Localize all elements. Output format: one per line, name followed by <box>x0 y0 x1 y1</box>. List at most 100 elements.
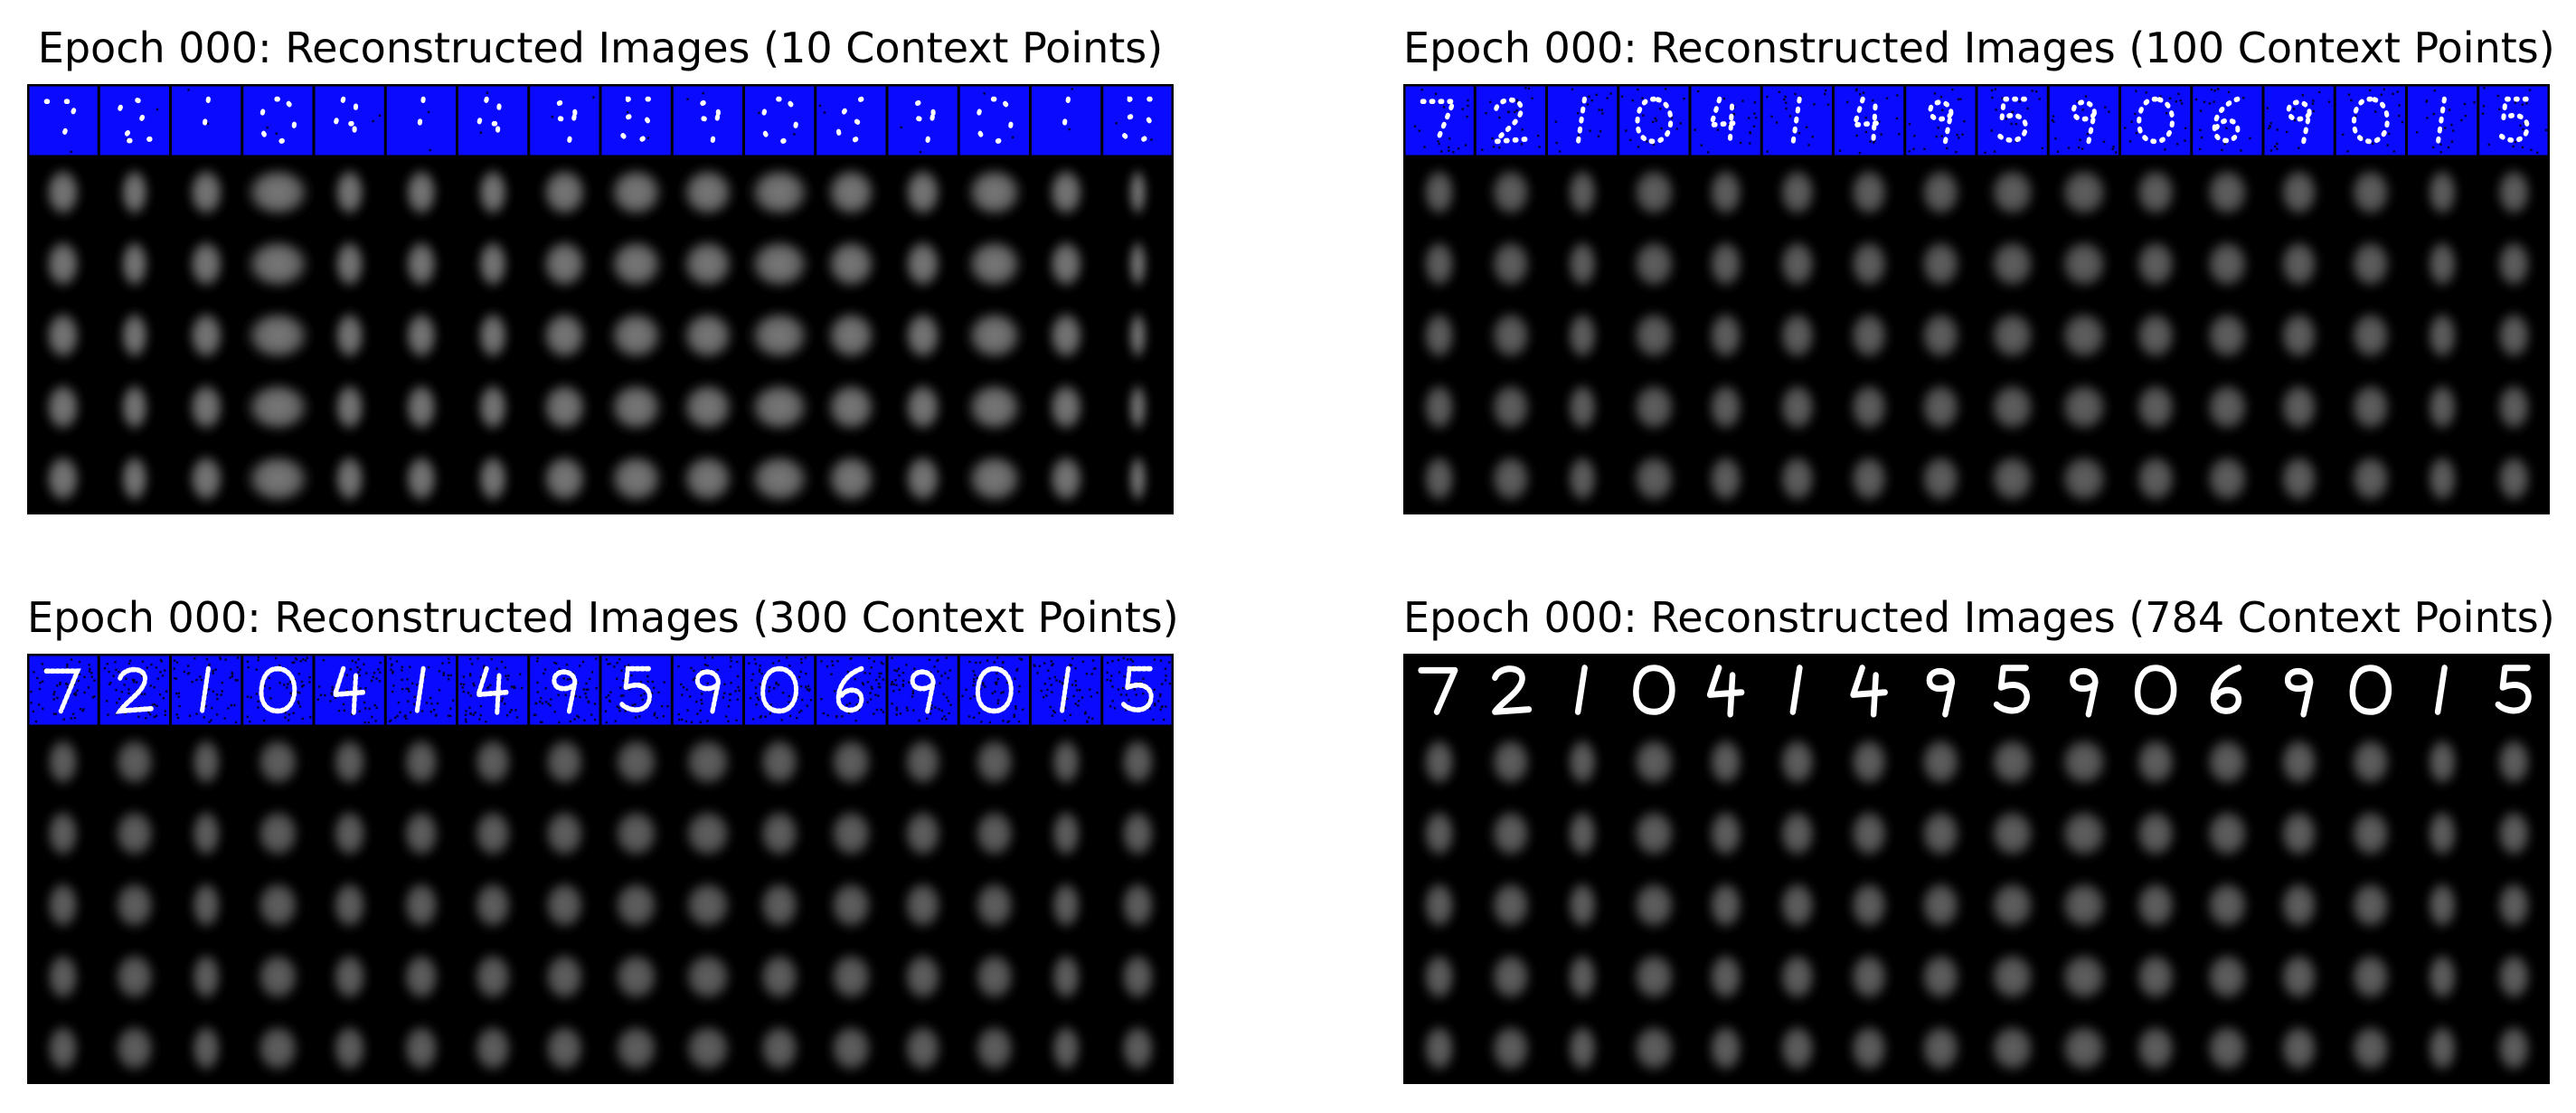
reconstruction-image <box>1117 805 1158 863</box>
reconstruction-image <box>1986 307 2039 364</box>
context-image <box>1833 84 1906 157</box>
reconstruction-image <box>540 948 589 1005</box>
reconstruction-image <box>677 235 738 293</box>
reconstruction-image <box>400 948 443 1005</box>
reconstruction-image <box>1045 449 1087 508</box>
context-image <box>170 84 243 157</box>
reconstruction-image <box>1986 1019 2039 1078</box>
panel-title-300-context: Epoch 000: Reconstructed Images (300 Con… <box>27 593 1179 642</box>
reconstruction-image <box>677 449 738 508</box>
reconstruction-image <box>2056 1019 2112 1078</box>
reconstruction-image <box>677 378 738 436</box>
reconstruction-image <box>2056 876 2112 934</box>
reconstruction-image <box>1916 307 1965 364</box>
context-image <box>457 654 530 727</box>
reconstruction-image <box>1776 876 1819 934</box>
reconstruction-image <box>755 948 804 1005</box>
reconstruction-image <box>252 805 304 863</box>
reconstruction-image <box>475 378 511 436</box>
reconstruction-image <box>1705 948 1747 1005</box>
image-grid-784-context <box>1403 654 2550 1084</box>
reconstruction-image <box>1628 449 1680 508</box>
context-image <box>170 654 243 727</box>
reconstruction-image <box>1916 876 1965 934</box>
reconstruction-image <box>1776 732 1819 791</box>
reconstruction-image <box>538 307 591 364</box>
reconstruction-image <box>1986 235 2039 293</box>
reconstruction-image <box>110 876 159 934</box>
reconstruction-image <box>822 235 881 293</box>
reconstruction-image <box>2131 163 2180 222</box>
reconstruction-image <box>470 948 516 1005</box>
reconstruction-image <box>962 378 1027 436</box>
reconstruction-image <box>2131 948 2180 1005</box>
reconstruction-image <box>2346 876 2395 934</box>
context-image <box>2434 665 2448 715</box>
reconstruction-image <box>1705 378 1747 436</box>
reconstruction-image <box>1776 378 1819 436</box>
reconstruction-image <box>2276 163 2322 222</box>
reconstruction-image <box>1420 948 1458 1005</box>
context-image <box>27 84 99 157</box>
reconstruction-image <box>331 163 368 222</box>
reconstruction-image <box>609 948 663 1005</box>
reconstruction-image <box>1628 307 1680 364</box>
reconstruction-image <box>2131 378 2180 436</box>
reconstruction-image <box>241 449 316 508</box>
context-image <box>2406 84 2479 157</box>
reconstruction-image <box>1705 1019 1747 1078</box>
context-image <box>2477 84 2550 157</box>
context-image <box>1760 84 1834 157</box>
panel-title-784-context: Epoch 000: Reconstructed Images (784 Con… <box>1403 593 2555 642</box>
reconstruction-image <box>185 307 227 364</box>
context-image <box>1689 84 1762 157</box>
reconstruction-image <box>744 378 815 436</box>
reconstruction-image <box>822 307 881 364</box>
reconstruction-image <box>470 805 516 863</box>
reconstruction-image <box>1048 948 1084 1005</box>
reconstruction-image <box>400 1019 443 1078</box>
reconstruction-image <box>2131 876 2180 934</box>
reconstruction-image <box>118 378 152 436</box>
reconstruction-image <box>1916 1019 1965 1078</box>
reconstruction-image <box>329 948 371 1005</box>
reconstruction-image <box>901 307 945 364</box>
reconstruction-image <box>1486 876 1535 934</box>
reconstruction-image <box>2276 732 2322 791</box>
context-image <box>1030 84 1103 157</box>
reconstruction-image <box>900 1019 946 1078</box>
reconstruction-image <box>1420 1019 1458 1078</box>
reconstruction-image <box>1986 948 2039 1005</box>
reconstruction-image <box>1420 163 1458 222</box>
reconstruction-image <box>901 378 945 436</box>
reconstruction-image <box>900 948 946 1005</box>
reconstruction-image <box>241 307 316 364</box>
context-image <box>1492 665 1533 715</box>
context-image <box>1618 84 1691 157</box>
reconstruction-image <box>1117 876 1158 934</box>
reconstruction-image <box>331 378 368 436</box>
reconstruction-image <box>1420 378 1458 436</box>
context-image <box>958 654 1031 727</box>
reconstruction-image <box>1846 449 1892 508</box>
reconstruction-image <box>538 449 591 508</box>
reconstruction-image <box>1564 876 1600 934</box>
reconstruction-image <box>1564 732 1600 791</box>
reconstruction-image <box>1986 449 2039 508</box>
reconstruction-image <box>2493 307 2534 364</box>
reconstruction-image <box>900 805 946 863</box>
reconstruction-image <box>2346 235 2395 293</box>
reconstruction-image <box>401 378 441 436</box>
reconstruction-image <box>680 1019 736 1078</box>
reconstruction-image <box>118 307 152 364</box>
context-image <box>886 654 959 727</box>
reconstruction-image <box>43 876 82 934</box>
reconstruction-image <box>1916 732 1965 791</box>
reconstruction-image <box>1486 378 1535 436</box>
context-image <box>528 84 601 157</box>
context-image <box>2334 84 2407 157</box>
reconstruction-image <box>680 805 736 863</box>
reconstruction-image <box>970 948 1019 1005</box>
reconstruction-image <box>2346 948 2395 1005</box>
reconstruction-image <box>42 307 84 364</box>
